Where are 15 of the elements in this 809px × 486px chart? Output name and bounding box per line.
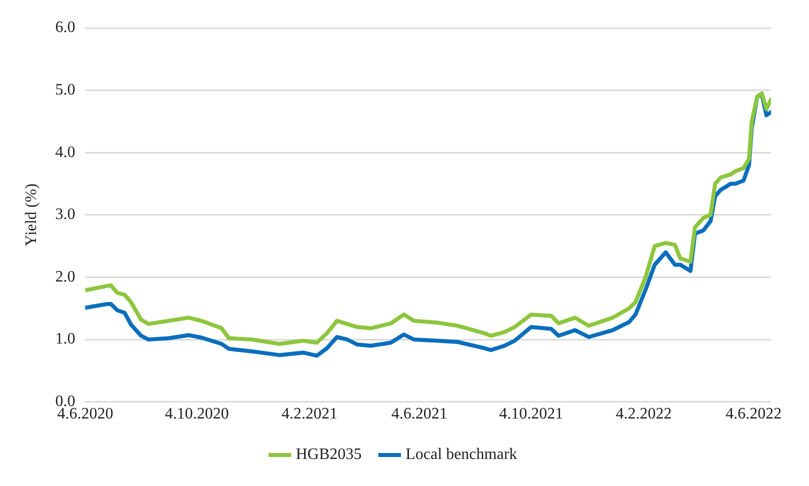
x-tick-label: 4.6.2021 [391,406,448,423]
x-tick-label: 4.2.2022 [616,406,672,423]
y-tick-label: 4.0 [55,144,76,161]
y-tick-label: 6.0 [55,19,76,36]
y-tick-label: 3.0 [55,206,76,224]
y-tick-label: 1.0 [55,330,76,348]
legend-label: HGB2035 [296,446,362,464]
x-tick-label: 4.6.2022 [726,406,782,423]
y-tick-label: 5.0 [55,82,76,99]
x-tick-label: 4.2.2021 [282,406,338,423]
y-tick-label: 2.0 [55,268,76,286]
y-axis-title: Yield (%) [22,184,40,246]
x-tick-label: 4.10.2021 [499,406,564,423]
legend-label: Local benchmark [406,446,518,464]
x-tick-label: 4.10.2020 [164,406,229,423]
